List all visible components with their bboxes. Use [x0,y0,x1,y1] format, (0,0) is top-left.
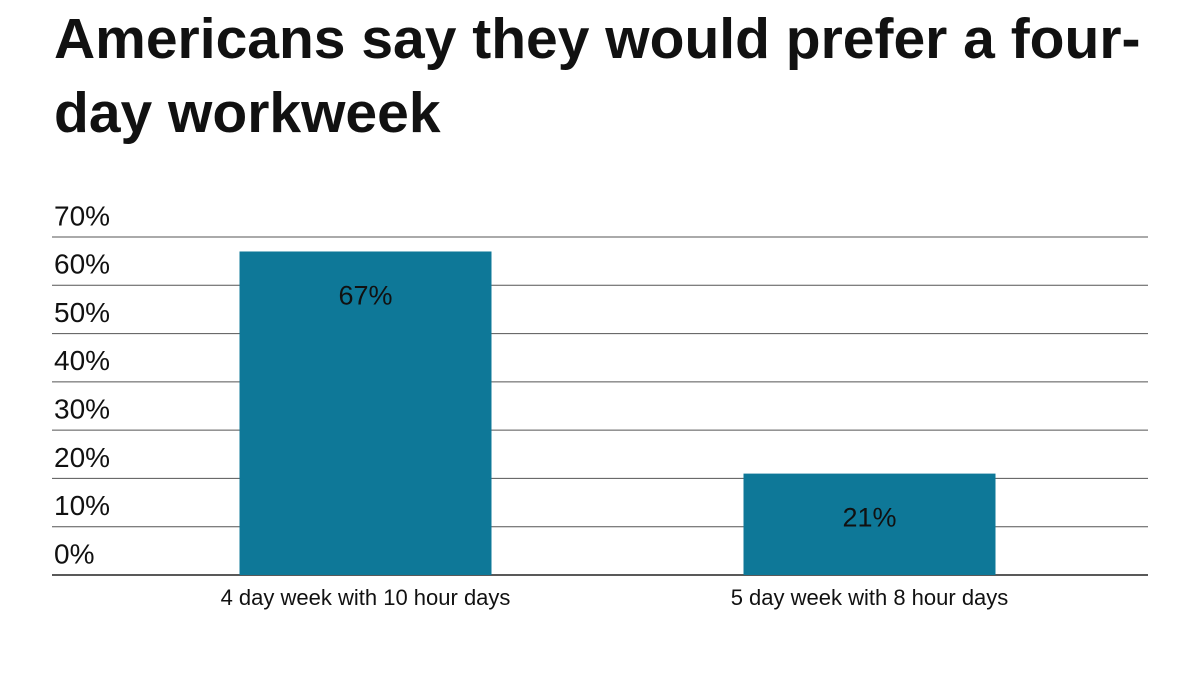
x-tick-label: 4 day week with 10 hour days [221,585,511,610]
bar [743,473,996,575]
x-tick-label: 5 day week with 8 hour days [731,585,1009,610]
y-tick-label: 70% [54,200,110,231]
value-label: 67% [338,281,392,311]
y-tick-label: 20% [54,442,110,473]
value-label: 21% [842,503,896,533]
y-tick-label: 50% [54,297,110,328]
y-tick-label: 30% [54,394,110,425]
y-tick-label: 0% [54,538,94,569]
y-tick-label: 40% [54,345,110,376]
y-tick-label: 10% [54,490,110,521]
y-tick-label: 60% [54,249,110,280]
chart-title: Americans say they would prefer a four-d… [54,7,1141,145]
bar [239,251,492,575]
